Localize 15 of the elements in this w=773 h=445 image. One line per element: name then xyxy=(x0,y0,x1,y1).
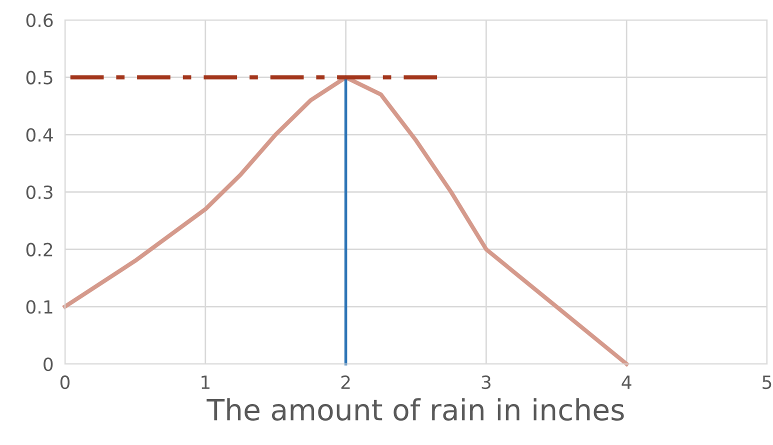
y-tick-label: 0 xyxy=(44,357,53,372)
y-tick-label: 0.3 xyxy=(26,185,52,200)
x-tick-label: 4 xyxy=(622,376,632,389)
y-tick-label: 0.5 xyxy=(26,70,52,84)
y-tick-label: 0.6 xyxy=(26,13,53,28)
y-tick-label: 0.1 xyxy=(26,300,52,314)
x-axis-title: The amount of rain in inches xyxy=(206,398,624,421)
y-tick-label: 0.2 xyxy=(26,242,52,256)
x-tick-label: 5 xyxy=(762,376,772,390)
line-series xyxy=(62,75,629,366)
x-tick-label: 2 xyxy=(341,375,350,389)
x-tick-label: 1 xyxy=(202,376,210,389)
x-tick-label: 0 xyxy=(60,375,70,390)
x-tick-label: 3 xyxy=(482,375,490,390)
y-tick-label: 0.4 xyxy=(26,128,53,142)
